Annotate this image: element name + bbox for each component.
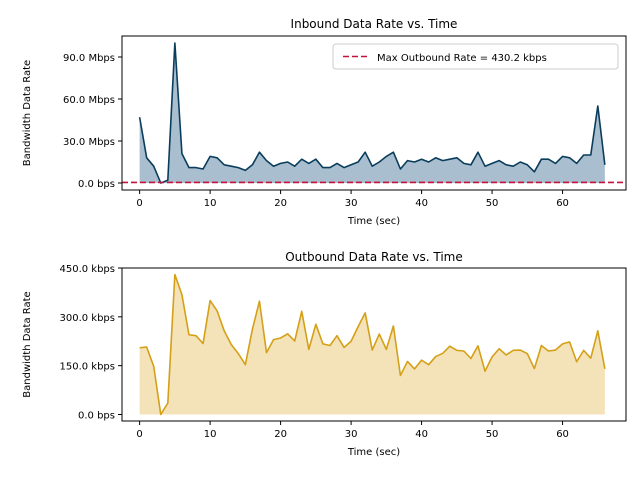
y-tick-label: 300.0 kbps <box>59 313 115 324</box>
x-tick-label: 0 <box>136 429 142 440</box>
y-tick-label: 0.0 bps <box>78 410 115 421</box>
y-tick-label: 60.0 Mbps <box>63 95 115 106</box>
plot-frame <box>121 35 627 191</box>
x-tick-label: 50 <box>486 198 499 209</box>
x-tick-label: 30 <box>345 198 358 209</box>
x-tick-label: 20 <box>274 198 287 209</box>
series-area <box>139 43 605 183</box>
chart-title: Inbound Data Rate vs. Time <box>291 17 458 31</box>
y-tick-label: 30.0 Mbps <box>63 137 115 148</box>
outbound-chart: Outbound Data Rate vs. Time 0 10 20 30 40 50 60… <box>22 250 627 458</box>
inbound-chart: Inbound Data Rate vs. Time Max Outbound R… <box>22 17 627 227</box>
legend-label: Max Outbound Rate = 430.2 kbps <box>377 53 547 64</box>
x-tick-label: 50 <box>486 429 499 440</box>
chart-title: Outbound Data Rate vs. Time <box>285 250 463 264</box>
x-tick-label: 40 <box>415 198 428 209</box>
series-area <box>139 274 605 415</box>
y-tick-label: 0.0 bps <box>78 179 115 190</box>
legend: Max Outbound Rate = 430.2 kbps <box>332 43 619 70</box>
x-tick-label: 20 <box>274 429 287 440</box>
y-tick-label: 450.0 kbps <box>59 264 115 275</box>
x-tick-label: 60 <box>556 429 569 440</box>
x-axis-label: Time (sec) <box>347 447 400 458</box>
series-line <box>138 42 606 184</box>
plot-frame <box>121 267 627 422</box>
x-tick-label: 60 <box>556 198 569 209</box>
x-tick-label: 30 <box>345 429 358 440</box>
y-axis-label: Bandwidth Data Rate <box>22 291 33 397</box>
x-tick-label: 10 <box>204 198 217 209</box>
y-tick-label: 150.0 kbps <box>59 362 115 373</box>
x-tick-label: 10 <box>204 429 217 440</box>
y-tick-label: 90.0 Mbps <box>63 53 115 64</box>
x-tick-label: 40 <box>415 429 428 440</box>
x-tick-label: 0 <box>136 198 142 209</box>
y-axis-label: Bandwidth Data Rate <box>22 60 33 166</box>
x-axis-label: Time (sec) <box>347 216 400 227</box>
legend-box <box>332 43 619 70</box>
series-line <box>139 273 606 416</box>
